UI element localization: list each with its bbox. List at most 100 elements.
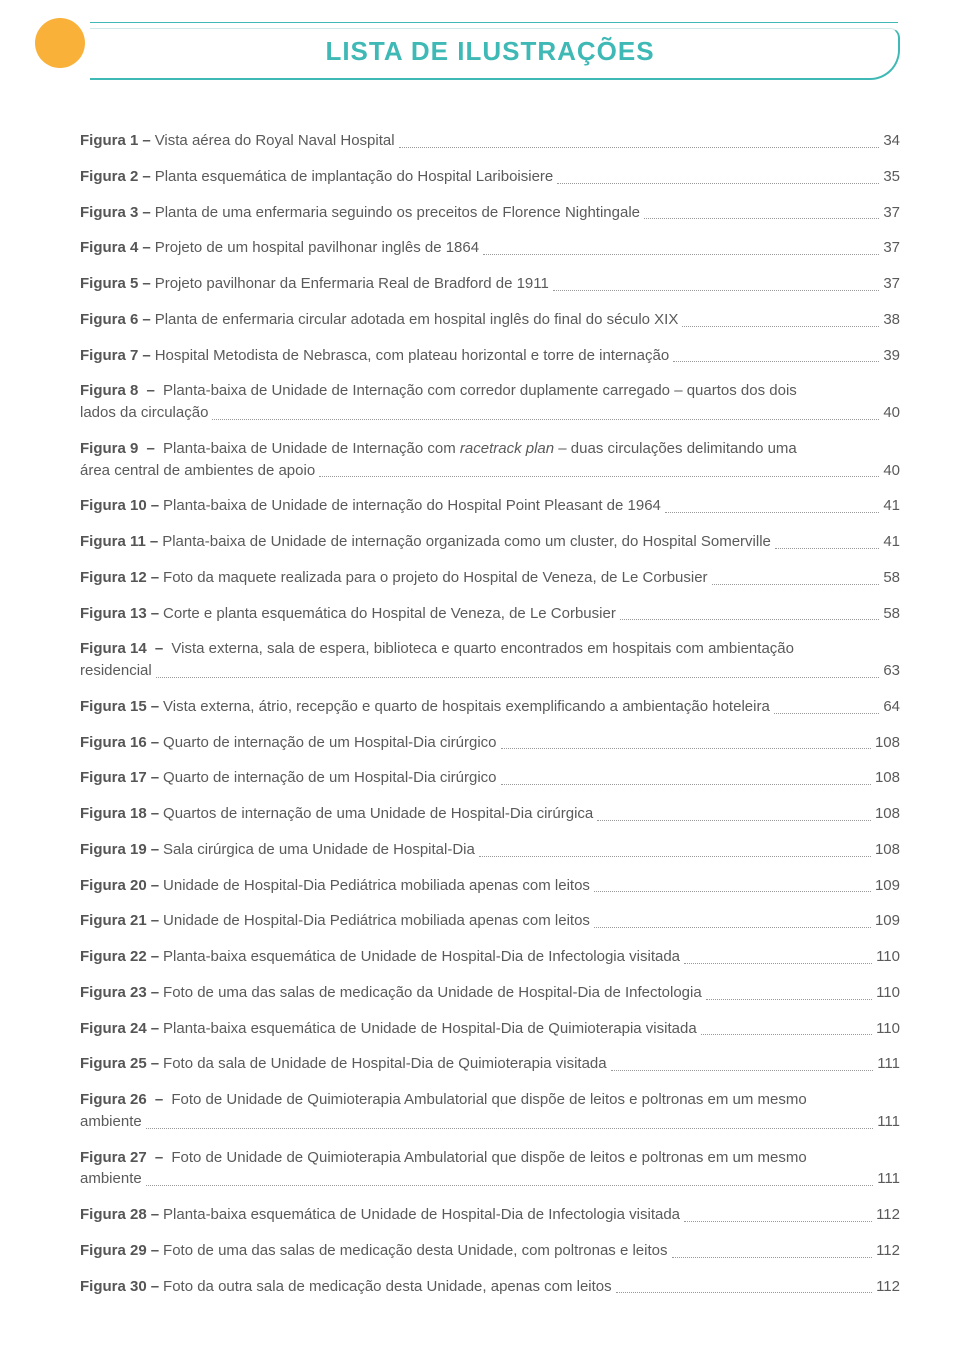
- entry-label: Figura 7: [80, 345, 138, 367]
- dot-leader: [616, 1292, 872, 1293]
- entry-label: Figura 13: [80, 603, 147, 625]
- dot-leader: [672, 1257, 873, 1258]
- entry-page-number: 63: [883, 660, 900, 682]
- entry-description: Planta-baixa esquemática de Unidade de H…: [163, 946, 680, 968]
- list-entry: Figura 23 – Foto de uma das salas de med…: [80, 982, 900, 1004]
- entry-separator: –: [151, 803, 159, 825]
- entry-page-number: 58: [883, 567, 900, 589]
- list-entry: Figura 20 – Unidade de Hospital-Dia Pedi…: [80, 875, 900, 897]
- list-entry: Figura 15 – Vista externa, átrio, recepç…: [80, 696, 900, 718]
- entry-page-number: 110: [876, 946, 900, 968]
- entry-label: Figura 20: [80, 875, 147, 897]
- entry-description: Projeto de um hospital pavilhonar inglês…: [155, 237, 479, 259]
- entry-separator: –: [151, 946, 159, 968]
- entry-description-cont: área central de ambientes de apoio: [80, 460, 315, 482]
- entry-description: Foto da maquete realizada para o projeto…: [163, 567, 708, 589]
- entry-description: Planta-baixa esquemática de Unidade de H…: [163, 1018, 697, 1040]
- list-entry: Figura 14 – Vista externa, sala de esper…: [80, 638, 900, 682]
- entry-page-number: 39: [883, 345, 900, 367]
- dot-leader: [319, 476, 879, 477]
- entry-description: Planta-baixa de Unidade de internação do…: [163, 495, 661, 517]
- entry-label: Figura 2: [80, 166, 138, 188]
- dot-leader: [553, 290, 879, 291]
- entry-label: Figura 30: [80, 1276, 147, 1298]
- entry-separator: –: [151, 1204, 159, 1226]
- entry-description: Foto de Unidade de Quimioterapia Ambulat…: [171, 1091, 806, 1108]
- dot-leader: [611, 1070, 874, 1071]
- list-entry: Figura 3 – Planta de uma enfermaria segu…: [80, 202, 900, 224]
- entry-description: Vista aérea do Royal Naval Hospital: [155, 130, 395, 152]
- entry-page-number: 58: [883, 603, 900, 625]
- list-entry: Figura 25 – Foto da sala de Unidade de H…: [80, 1053, 900, 1075]
- dot-leader: [665, 512, 879, 513]
- list-entry: Figura 19 – Sala cirúrgica de uma Unidad…: [80, 839, 900, 861]
- entry-page-number: 40: [883, 402, 900, 424]
- entry-page-number: 35: [883, 166, 900, 188]
- entry-separator: –: [142, 382, 159, 399]
- page-header: LISTA DE ILUSTRAÇÕES: [80, 0, 900, 100]
- entry-page-number: 110: [876, 982, 900, 1004]
- entry-description: Vista externa, sala de espera, bibliotec…: [171, 640, 794, 657]
- entry-separator: –: [142, 202, 150, 224]
- dot-leader: [483, 254, 879, 255]
- dot-leader: [673, 361, 879, 362]
- entry-separator: –: [142, 309, 150, 331]
- entry-page-number: 111: [877, 1168, 900, 1190]
- entry-label: Figura 18: [80, 803, 147, 825]
- entry-page-number: 111: [877, 1053, 900, 1075]
- entry-label: Figura 19: [80, 839, 147, 861]
- entry-page-number: 108: [875, 732, 900, 754]
- entry-description: Projeto pavilhonar da Enfermaria Real de…: [155, 273, 549, 295]
- entry-description: Planta-baixa de Unidade de internação or…: [162, 531, 771, 553]
- list-entry: Figura 27 – Foto de Unidade de Quimioter…: [80, 1147, 900, 1191]
- entry-separator: –: [150, 531, 158, 553]
- entry-label: Figura 22: [80, 946, 147, 968]
- dot-leader: [682, 326, 879, 327]
- entry-separator: –: [142, 345, 150, 367]
- dot-leader: [501, 784, 871, 785]
- entry-label: Figura 26: [80, 1091, 147, 1108]
- entry-description: Foto de uma das salas de medicação da Un…: [163, 982, 702, 1004]
- dot-leader: [594, 927, 871, 928]
- entry-page-number: 64: [883, 696, 900, 718]
- entry-separator: –: [151, 1018, 159, 1040]
- entry-page-number: 40: [883, 460, 900, 482]
- list-entry: Figura 4 – Projeto de um hospital pavilh…: [80, 237, 900, 259]
- entry-separator: –: [151, 1276, 159, 1298]
- entry-label: Figura 17: [80, 767, 147, 789]
- entry-description: Planta esquemática de implantação do Hos…: [155, 166, 554, 188]
- entry-separator: –: [151, 1053, 159, 1075]
- dot-leader: [706, 999, 872, 1000]
- list-entry: Figura 17 – Quarto de internação de um H…: [80, 767, 900, 789]
- entry-label: Figura 21: [80, 910, 147, 932]
- list-entry: Figura 30 – Foto da outra sala de medica…: [80, 1276, 900, 1298]
- entry-label: Figura 1: [80, 130, 138, 152]
- entry-separator: –: [142, 237, 150, 259]
- entry-description: Foto da outra sala de medicação desta Un…: [163, 1276, 612, 1298]
- dot-leader: [146, 1185, 873, 1186]
- entry-separator: –: [151, 875, 159, 897]
- entry-label: Figura 4: [80, 237, 138, 259]
- dot-leader: [501, 748, 871, 749]
- list-entry: Figura 29 – Foto de uma das salas de med…: [80, 1240, 900, 1262]
- dot-leader: [712, 584, 880, 585]
- entry-description-cont: lados da circulação: [80, 402, 208, 424]
- entry-page-number: 112: [876, 1204, 900, 1226]
- entry-label: Figura 12: [80, 567, 147, 589]
- entry-description: Vista externa, átrio, recepção e quarto …: [163, 696, 770, 718]
- entry-page-number: 111: [877, 1111, 900, 1133]
- list-entry: Figura 13 – Corte e planta esquemática d…: [80, 603, 900, 625]
- entry-label: Figura 5: [80, 273, 138, 295]
- list-entry: Figura 22 – Planta-baixa esquemática de …: [80, 946, 900, 968]
- entry-separator: –: [142, 166, 150, 188]
- entry-label: Figura 27: [80, 1149, 147, 1166]
- page-title: LISTA DE ILUSTRAÇÕES: [80, 36, 900, 67]
- dot-leader: [156, 677, 880, 678]
- entry-separator: –: [151, 567, 159, 589]
- dot-leader: [701, 1034, 872, 1035]
- list-entry: Figura 6 – Planta de enfermaria circular…: [80, 309, 900, 331]
- entry-label: Figura 24: [80, 1018, 147, 1040]
- entry-description: Foto da sala de Unidade de Hospital-Dia …: [163, 1053, 607, 1075]
- entry-page-number: 112: [876, 1276, 900, 1298]
- entry-description: Corte e planta esquemática do Hospital d…: [163, 603, 616, 625]
